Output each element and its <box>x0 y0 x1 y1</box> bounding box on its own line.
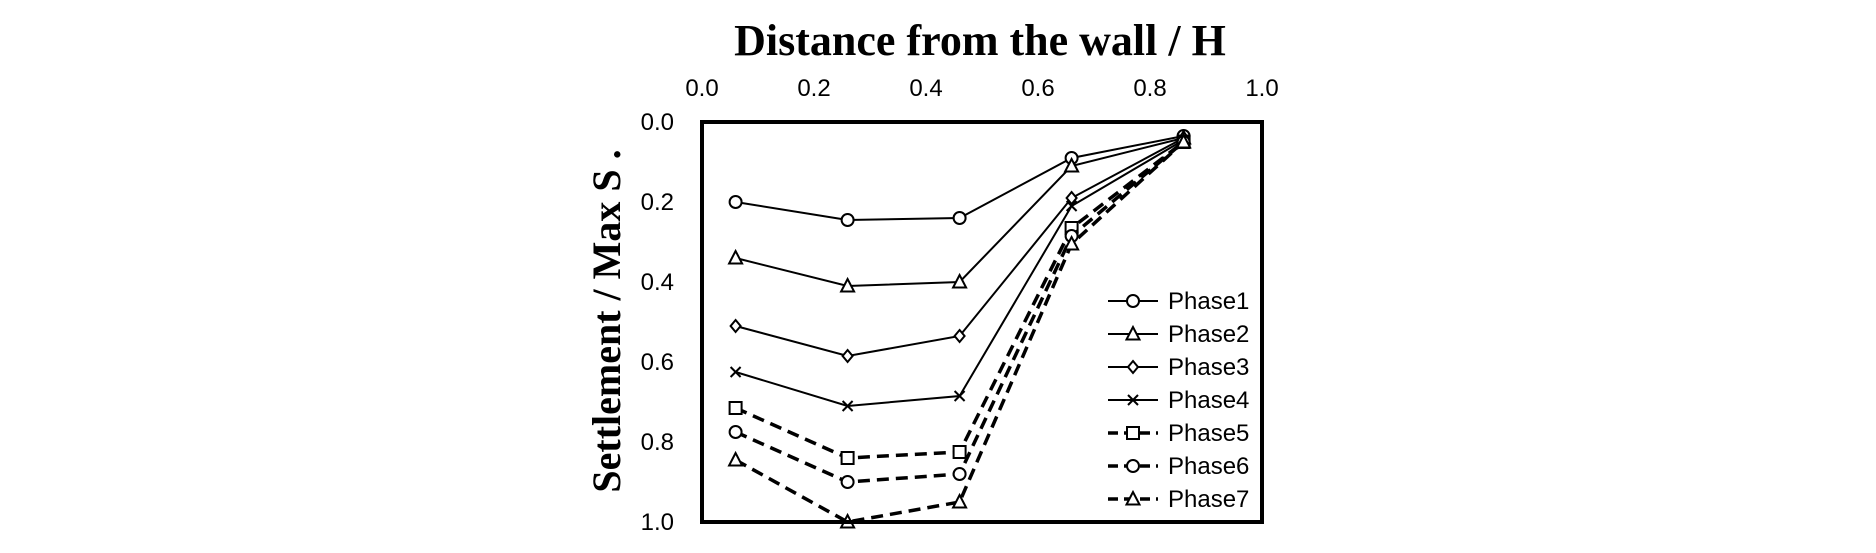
legend: Phase1 Phase2 Phase3 Phase4 Phase5 Phase6 Phas… <box>1108 288 1249 513</box>
series-phase3 <box>729 130 1190 364</box>
data-point-marker <box>952 445 967 459</box>
legend-label: Phase7 <box>1168 486 1249 513</box>
data-point-marker <box>728 425 743 439</box>
data-point-marker <box>1065 190 1078 206</box>
plot-area <box>727 128 1192 529</box>
legend-item: Phase6 <box>1108 453 1249 480</box>
x-tick-label: 1.0 <box>1245 75 1278 102</box>
legend-marker <box>1126 359 1140 375</box>
data-point-marker <box>840 213 855 227</box>
data-point-marker <box>1063 156 1080 173</box>
data-point-marker <box>729 318 742 334</box>
data-point-marker <box>729 366 742 378</box>
data-point-marker <box>951 272 968 289</box>
legend-marker <box>1126 426 1140 440</box>
data-point-marker <box>728 195 743 209</box>
chart-title: Distance from the wall / H <box>734 16 1226 65</box>
data-point-marker <box>839 276 856 293</box>
y-tick-label: 0.0 <box>641 109 674 136</box>
series-line <box>735 137 1185 358</box>
legend-marker <box>1124 324 1142 341</box>
legend-item: Phase2 <box>1108 321 1249 348</box>
legend-label: Phase3 <box>1168 354 1249 381</box>
data-point-marker <box>727 248 744 265</box>
y-tick-label: 1.0 <box>641 509 674 536</box>
legend-marker <box>1126 294 1140 308</box>
data-point-marker <box>951 492 968 509</box>
legend-label: Phase1 <box>1168 288 1249 315</box>
legend-label: Phase2 <box>1168 321 1249 348</box>
y-tick-label: 0.6 <box>641 349 674 376</box>
y-tick-labels: 0.0 0.2 0.4 0.6 0.8 1.0 <box>641 109 674 536</box>
legend-item: Phase5 <box>1108 420 1249 447</box>
x-tick-label: 0.0 <box>685 75 718 102</box>
plot-frame <box>700 120 1264 524</box>
x-tick-labels: 0.0 0.2 0.4 0.6 0.8 1.0 <box>685 75 1278 102</box>
y-tick-label: 0.4 <box>641 269 674 296</box>
data-point-marker <box>840 451 855 465</box>
data-point-marker <box>841 400 854 412</box>
series-line <box>734 140 1185 524</box>
legend-item: Phase7 <box>1108 486 1249 513</box>
data-point-marker <box>1065 200 1078 212</box>
data-point-marker <box>1063 234 1080 251</box>
x-tick-label: 0.6 <box>1021 75 1054 102</box>
series-line <box>735 135 1184 222</box>
data-point-marker <box>727 450 744 467</box>
legend-label: Phase5 <box>1168 420 1249 447</box>
legend-marker <box>1126 459 1140 473</box>
legend-label: Phase4 <box>1168 387 1249 414</box>
y-axis-label: Settlement / Max S . <box>584 149 629 492</box>
x-tick-label: 0.4 <box>909 75 942 102</box>
y-tick-label: 0.8 <box>641 429 674 456</box>
legend-marker <box>1124 489 1142 506</box>
data-point-marker <box>952 211 967 225</box>
data-point-marker <box>952 467 967 481</box>
y-tick-label: 0.2 <box>641 189 674 216</box>
x-tick-label: 0.2 <box>797 75 830 102</box>
series-phase7 <box>727 132 1192 529</box>
legend-item: Phase3 <box>1108 354 1249 381</box>
legend-marker <box>1127 394 1139 406</box>
legend-item: Phase1 <box>1108 288 1249 315</box>
x-tick-label: 0.8 <box>1133 75 1166 102</box>
data-point-marker <box>953 390 966 402</box>
data-point-marker <box>1175 132 1192 149</box>
data-point-marker <box>728 401 743 415</box>
legend-item: Phase4 <box>1108 387 1249 414</box>
data-point-marker <box>841 348 854 364</box>
data-point-marker <box>840 475 855 489</box>
legend-label: Phase6 <box>1168 453 1249 480</box>
data-point-marker <box>953 328 966 344</box>
